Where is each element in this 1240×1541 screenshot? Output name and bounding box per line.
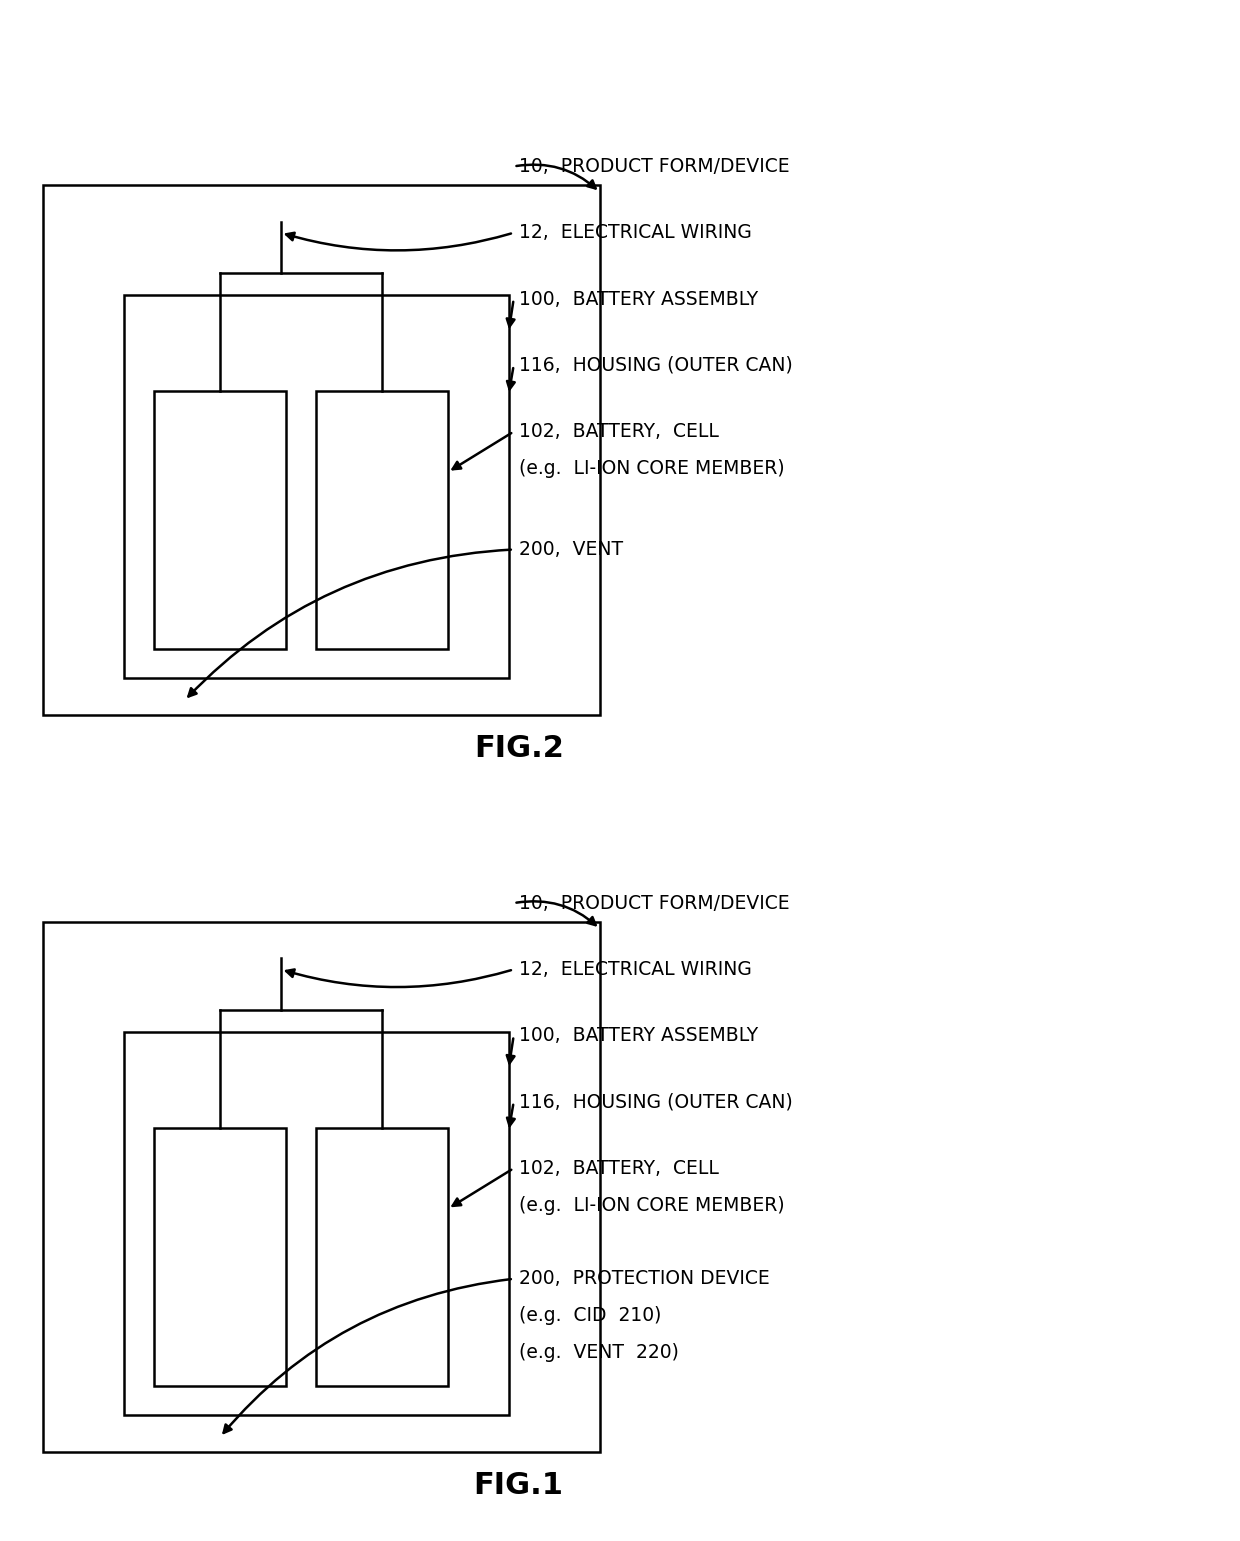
- Text: FIG.1: FIG.1: [474, 1470, 564, 1499]
- Text: (e.g.  VENT  220): (e.g. VENT 220): [518, 1342, 678, 1362]
- Bar: [42, 185, 600, 715]
- Text: 10,  PRODUCT FORM/DEVICE: 10, PRODUCT FORM/DEVICE: [518, 157, 790, 176]
- Text: 100,  BATTERY ASSEMBLY: 100, BATTERY ASSEMBLY: [518, 290, 758, 308]
- Bar: [316, 391, 448, 649]
- Text: 12,  ELECTRICAL WIRING: 12, ELECTRICAL WIRING: [518, 223, 751, 242]
- Text: 116,  HOUSING (OUTER CAN): 116, HOUSING (OUTER CAN): [518, 356, 792, 374]
- Text: 102,  BATTERY,  CELL: 102, BATTERY, CELL: [518, 422, 719, 441]
- Bar: [124, 1032, 508, 1415]
- Bar: [154, 1128, 285, 1385]
- Text: 200,  VENT: 200, VENT: [518, 539, 622, 559]
- Text: 102,  BATTERY,  CELL: 102, BATTERY, CELL: [518, 1159, 719, 1177]
- Text: (e.g.  LI-ION CORE MEMBER): (e.g. LI-ION CORE MEMBER): [518, 459, 785, 478]
- Text: 10,  PRODUCT FORM/DEVICE: 10, PRODUCT FORM/DEVICE: [518, 894, 790, 912]
- Text: 116,  HOUSING (OUTER CAN): 116, HOUSING (OUTER CAN): [518, 1093, 792, 1111]
- Text: (e.g.  LI-ION CORE MEMBER): (e.g. LI-ION CORE MEMBER): [518, 1196, 785, 1214]
- Bar: [154, 391, 285, 649]
- Text: 12,  ELECTRICAL WIRING: 12, ELECTRICAL WIRING: [518, 960, 751, 979]
- Text: FIG.2: FIG.2: [474, 734, 564, 763]
- Text: 100,  BATTERY ASSEMBLY: 100, BATTERY ASSEMBLY: [518, 1026, 758, 1045]
- Text: 200,  PROTECTION DEVICE: 200, PROTECTION DEVICE: [518, 1270, 770, 1288]
- Bar: [124, 296, 508, 678]
- Bar: [316, 1128, 448, 1385]
- Bar: [42, 922, 600, 1452]
- Text: (e.g.  CID  210): (e.g. CID 210): [518, 1307, 661, 1325]
